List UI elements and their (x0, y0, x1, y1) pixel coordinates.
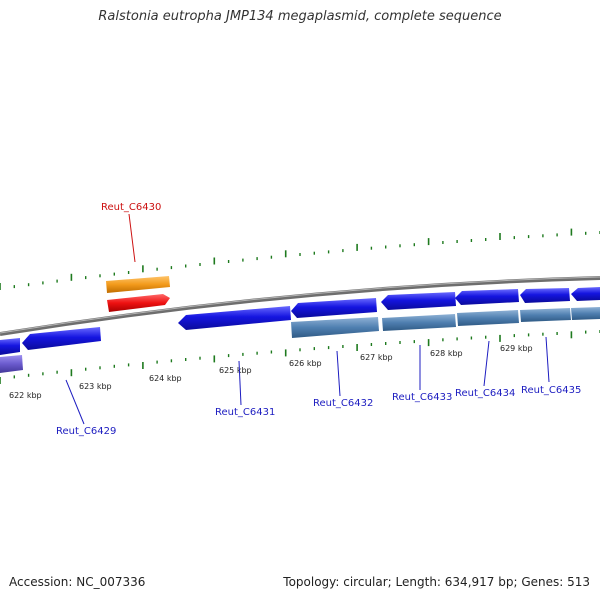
gene-arrow-reut-c6435-steel[interactable] (520, 308, 571, 322)
outer-scale-ticks (0, 228, 600, 290)
scale-label-629: 629 kbp (500, 344, 533, 353)
gene-arrow-right-edge[interactable] (571, 287, 600, 301)
scale-label-624: 624 kbp (149, 374, 182, 383)
gene-arrow-reut-c6431[interactable] (178, 306, 291, 330)
scale-label-626: 626 kbp (289, 359, 322, 368)
map-title: Ralstonia eutropha JMP134 megaplasmid, c… (98, 9, 502, 24)
gene-arrow-reut-c6434[interactable] (455, 289, 519, 305)
gene-arrow-reut-c6434-steel[interactable] (457, 310, 519, 326)
scale-label-622: 622 kbp (9, 391, 42, 400)
gene-arrow-purple[interactable] (0, 355, 23, 373)
gene-arrow-reut-c6430-red[interactable] (107, 294, 170, 312)
scale-label-623: 623 kbp (79, 382, 112, 391)
accession-label: Accession: NC_007336 (9, 575, 146, 589)
gene-arrow-right-edge-steel[interactable] (571, 307, 600, 320)
scale-label-628: 628 kbp (430, 349, 463, 358)
gene-arrow-reut-c6433[interactable] (381, 292, 456, 310)
plasmid-backbone (0, 276, 600, 336)
inner-scale-ticks (0, 330, 600, 384)
gene-arrow-reut-c6432-steel[interactable] (291, 317, 379, 338)
gene-arrow-left-edge[interactable] (0, 338, 20, 355)
gene-label-reut-c6431[interactable]: Reut_C6431 (215, 407, 275, 418)
gene-label-reut-c6435[interactable]: Reut_C6435 (521, 385, 581, 396)
gene-label-leaders (65, 213, 550, 425)
scale-labels: 622 kbp 623 kbp 624 kbp 625 kbp 626 kbp … (9, 344, 533, 400)
topology-summary: Topology: circular; Length: 634,917 bp; … (283, 575, 590, 589)
gene-label-reut-c6430[interactable]: Reut_C6430 (101, 202, 161, 213)
gene-label-reut-c6434[interactable]: Reut_C6434 (455, 388, 515, 399)
gene-arrow-reut-c6432[interactable] (291, 298, 377, 318)
gene-label-reut-c6429[interactable]: Reut_C6429 (56, 426, 116, 437)
gene-label-reut-c6432[interactable]: Reut_C6432 (313, 398, 373, 409)
gene-arrow-reut-c6430-orange[interactable] (106, 276, 170, 293)
gene-arrow-reut-c6429[interactable] (22, 327, 101, 350)
gene-arrow-reut-c6435[interactable] (520, 288, 570, 303)
gene-arrow-reut-c6433-steel[interactable] (382, 314, 456, 331)
gene-label-reut-c6433[interactable]: Reut_C6433 (392, 392, 452, 403)
scale-label-627: 627 kbp (360, 353, 393, 362)
scale-label-625: 625 kbp (219, 366, 252, 375)
